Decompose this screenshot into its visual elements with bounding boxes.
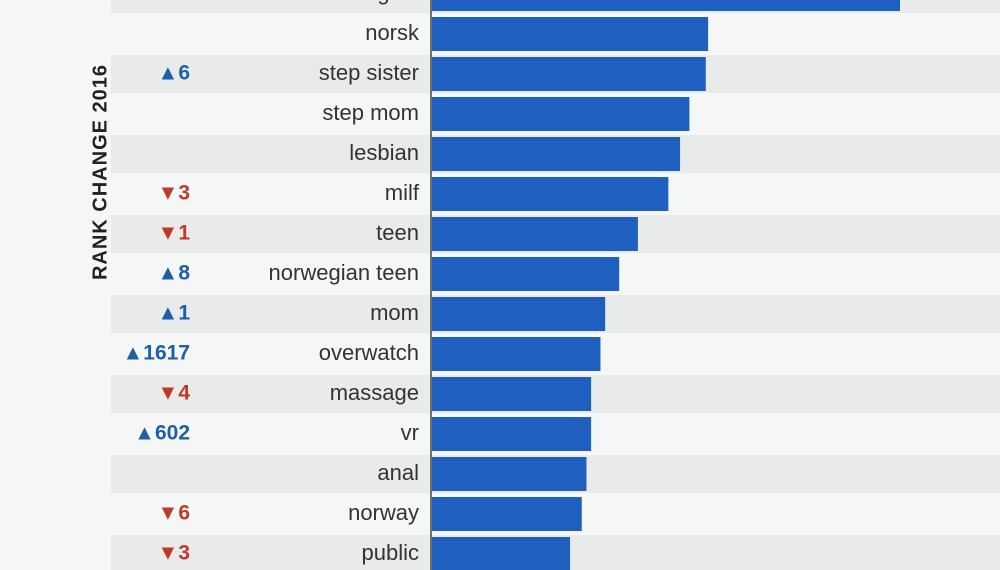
category-label: vr <box>401 420 419 445</box>
category-label: public <box>362 540 419 565</box>
category-label: massage <box>330 380 419 405</box>
bar-mom <box>432 297 606 331</box>
bar-lesbian <box>432 137 681 171</box>
category-label: norwegian teen <box>269 260 419 285</box>
rank-change-label: ▼6 <box>158 502 190 525</box>
bars <box>432 0 900 570</box>
category-label: norway <box>348 500 419 525</box>
category-label: milf <box>385 180 420 205</box>
category-label: overwatch <box>319 340 419 365</box>
bar-overwatch <box>432 337 601 371</box>
rank-change-labels: ▲6 ▼3 ▼1 ▲8 ▲1 ▲1617 ▼4 ▲602 ▼6 ▼3 <box>122 62 190 565</box>
category-label: mom <box>370 300 419 325</box>
bar-step-sister <box>432 57 706 91</box>
category-label: step sister <box>319 60 419 85</box>
rank-change-label: ▼1 <box>158 222 191 245</box>
y-axis-label: RANK CHANGE 2016 <box>89 64 111 280</box>
category-label: norsk <box>365 20 420 45</box>
bar-norwegian-teen <box>432 257 620 291</box>
rank-change-label: ▲1617 <box>122 342 190 365</box>
bar-vr <box>432 417 592 451</box>
bar-massage <box>432 377 592 411</box>
category-label: teen <box>376 220 419 245</box>
bar-step-mom <box>432 97 690 131</box>
rank-change-label: ▲602 <box>134 422 190 445</box>
rank-change-label: ▲1 <box>158 302 191 325</box>
category-label: lesbian <box>349 140 419 165</box>
rank-change-label: ▲6 <box>158 62 190 85</box>
bar-anal <box>432 457 587 491</box>
bar-norsk <box>432 17 709 51</box>
category-labels: norwegian norsk step sister step mom lesbian… <box>269 0 420 565</box>
bar-milf <box>432 177 669 211</box>
bar-norway <box>432 497 582 531</box>
bar-norwegian <box>432 0 900 11</box>
rank-change-label: ▼3 <box>158 182 190 205</box>
bar-teen <box>432 217 638 251</box>
category-label: norwegian <box>317 0 419 5</box>
rank-change-label: ▼3 <box>158 542 190 565</box>
bar-public <box>432 537 571 570</box>
rank-change-label: ▼4 <box>158 382 191 405</box>
category-label: step mom <box>322 100 419 125</box>
rank-change-label: ▲8 <box>158 262 191 285</box>
category-label: anal <box>377 460 419 485</box>
